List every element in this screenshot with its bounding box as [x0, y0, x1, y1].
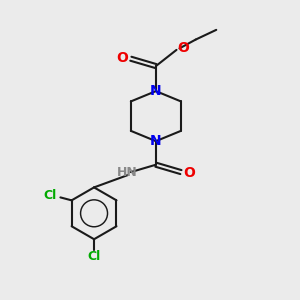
Text: N: N — [150, 134, 162, 148]
Text: Cl: Cl — [87, 250, 101, 263]
Text: O: O — [183, 166, 195, 180]
Text: N: N — [150, 84, 162, 98]
Text: Cl: Cl — [44, 189, 57, 203]
Text: O: O — [117, 51, 129, 65]
Text: O: O — [177, 41, 189, 56]
Text: HN: HN — [117, 166, 138, 179]
